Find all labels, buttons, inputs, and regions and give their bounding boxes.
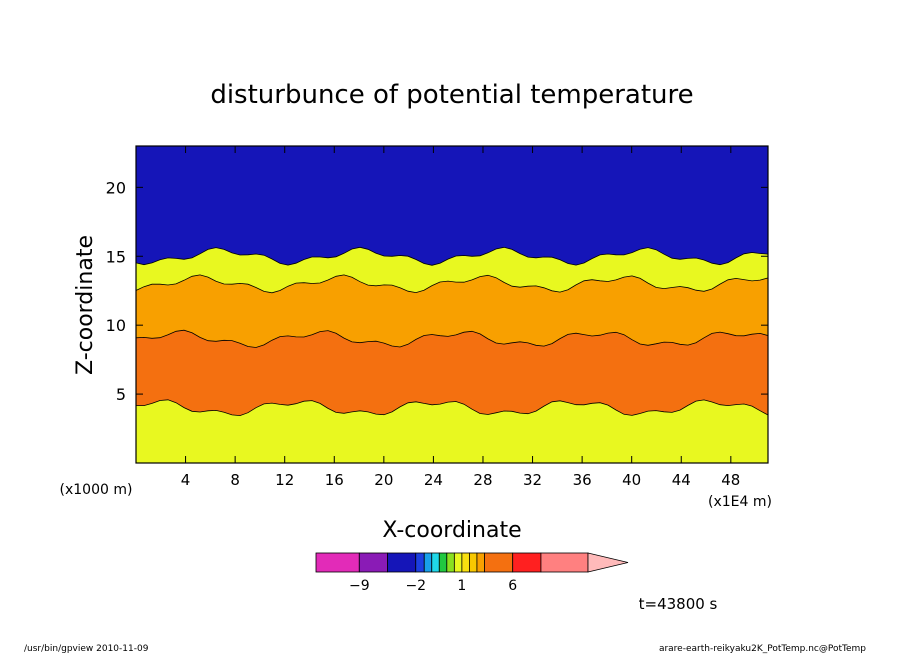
- footer-right: arare-earth-reikyaku2K_PotTemp.nc@PotTem…: [659, 644, 866, 654]
- y-axis-ticks: 5 10 15 20: [106, 178, 768, 404]
- y-tick-label: 15: [106, 247, 126, 266]
- y-tick-label: 10: [106, 316, 126, 335]
- x-tick-label: 28: [473, 471, 492, 489]
- x-tick-label: 44: [672, 471, 691, 489]
- x-tick-label: 32: [523, 471, 542, 489]
- colorbar-swatch: [387, 552, 417, 573]
- colorbar-tick-label: −2: [405, 578, 426, 594]
- x-tick-label: 48: [721, 471, 740, 489]
- x-unit-left: (x1000 m): [60, 482, 133, 498]
- x-tick-label: 16: [325, 471, 344, 489]
- y-tick-label: 20: [106, 178, 126, 197]
- colorbar-swatch: [431, 552, 440, 573]
- colorbar-swatch: [461, 552, 470, 573]
- x-tick-label: 12: [275, 471, 294, 489]
- colorbar-swatch: [469, 552, 478, 573]
- colorbar-swatch: [423, 552, 433, 573]
- chart-title: disturbunce of potential temperature: [210, 80, 693, 110]
- colorbar-swatch: [476, 552, 485, 573]
- colorbar-swatch: [415, 552, 425, 573]
- y-tick-label: 5: [116, 385, 126, 404]
- colorbar-swatch: [446, 552, 455, 573]
- colorbar-swatch: [484, 552, 514, 573]
- colorbar-overflow-arrow: [587, 552, 629, 573]
- x-tick-label: 20: [374, 471, 393, 489]
- x-tick-label: 40: [622, 471, 641, 489]
- colorbar-swatch: [315, 552, 360, 573]
- x-tick-label: 36: [573, 471, 592, 489]
- x-tick-label: 4: [181, 471, 191, 489]
- colorbar-tick-label: −9: [349, 578, 370, 594]
- colorbar-swatch: [453, 552, 463, 573]
- x-tick-label: 8: [230, 471, 240, 489]
- colorbar-swatch: [540, 552, 589, 573]
- colorbar: −9 −2 1 6: [315, 552, 629, 594]
- x-axis-ticks: 4 8 12 16 20 24 28 32 36 40 44 48: [181, 146, 740, 489]
- colorbar-swatch: [358, 552, 388, 573]
- footer-left: /usr/bin/gpview 2010-11-09: [24, 644, 149, 654]
- x-unit-right: (x1E4 m): [708, 494, 772, 510]
- time-label: t=43800 s: [639, 595, 718, 613]
- x-tick-label: 24: [424, 471, 443, 489]
- x-axis-label: X-coordinate: [382, 518, 521, 543]
- plot-frame: [135, 145, 769, 464]
- y-axis-label: Z-coordinate: [73, 235, 98, 375]
- colorbar-swatch: [512, 552, 542, 573]
- contour-band: [136, 399, 768, 463]
- contour-field: [136, 146, 768, 463]
- colorbar-tick-label: 1: [457, 578, 466, 594]
- colorbar-tick-label: 6: [508, 578, 517, 594]
- colorbar-swatch: [438, 552, 448, 573]
